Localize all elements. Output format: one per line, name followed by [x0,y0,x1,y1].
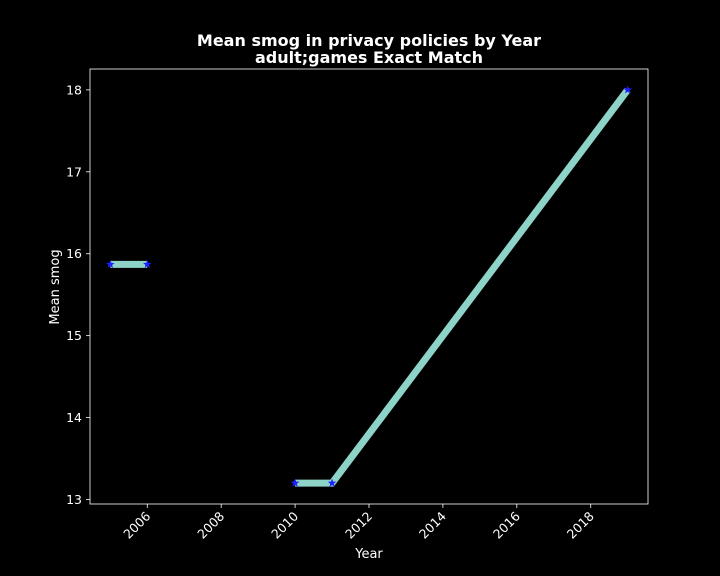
series-markers [106,85,632,487]
data-point-star-marker [623,85,632,94]
y-tick-label: 13 [66,492,82,507]
y-axis-ticks: 13 14 15 16 17 18 [66,82,90,507]
x-tick-label: 2014 [416,508,449,541]
data-point-star-marker [143,259,152,269]
y-axis-label: Mean smog [48,249,63,324]
x-axis-ticks: 2006 2008 2010 2012 2014 2016 2018 [120,504,597,542]
x-tick-label: 2018 [564,508,597,541]
y-tick-label: 15 [66,328,82,343]
y-tick-label: 17 [66,164,82,179]
x-tick-label: 2006 [120,508,153,541]
x-tick-label: 2008 [194,508,227,541]
data-point-star-marker [106,259,115,269]
data-point-star-marker [327,478,337,487]
series-line-segment-2 [295,87,631,487]
x-tick-label: 2016 [490,508,523,541]
chart-subtitle: adult;games Exact Match [255,48,483,67]
y-tick-label: 14 [66,410,82,425]
chart-title: Mean smog in privacy policies by Year [197,31,541,50]
y-tick-label: 16 [66,246,82,261]
y-tick-label: 18 [66,82,82,97]
x-axis-label: Year [354,547,383,562]
series-lines [110,87,631,487]
data-point-star-marker [290,478,300,487]
x-tick-label: 2010 [268,508,301,541]
x-tick-label: 2012 [342,509,375,542]
